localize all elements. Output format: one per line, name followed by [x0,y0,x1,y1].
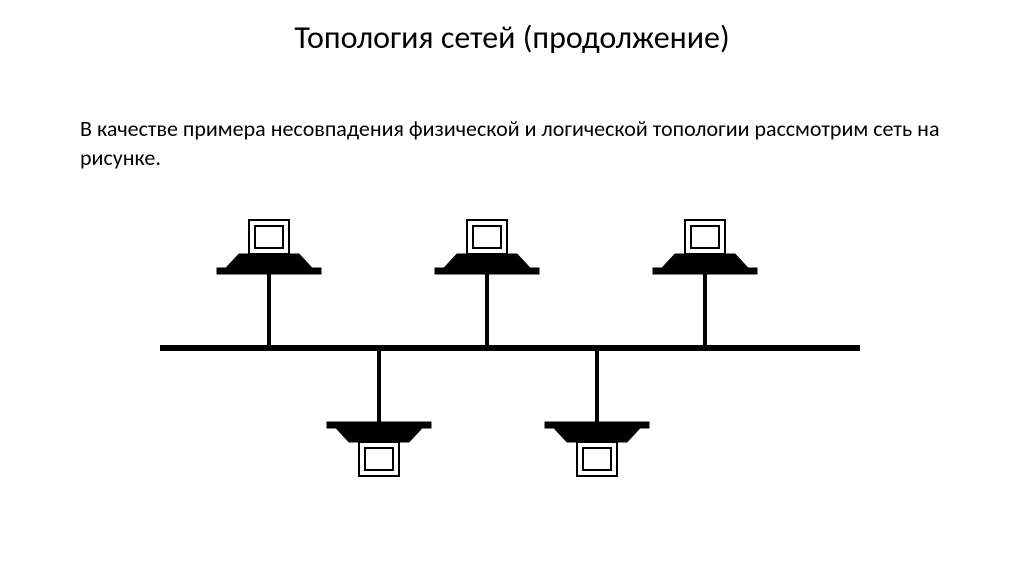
computer-node [217,220,321,348]
computer-node [435,220,539,348]
network-diagram [0,0,1024,574]
computer-node [653,220,757,348]
computer-node [545,348,649,476]
computer-node [327,348,431,476]
